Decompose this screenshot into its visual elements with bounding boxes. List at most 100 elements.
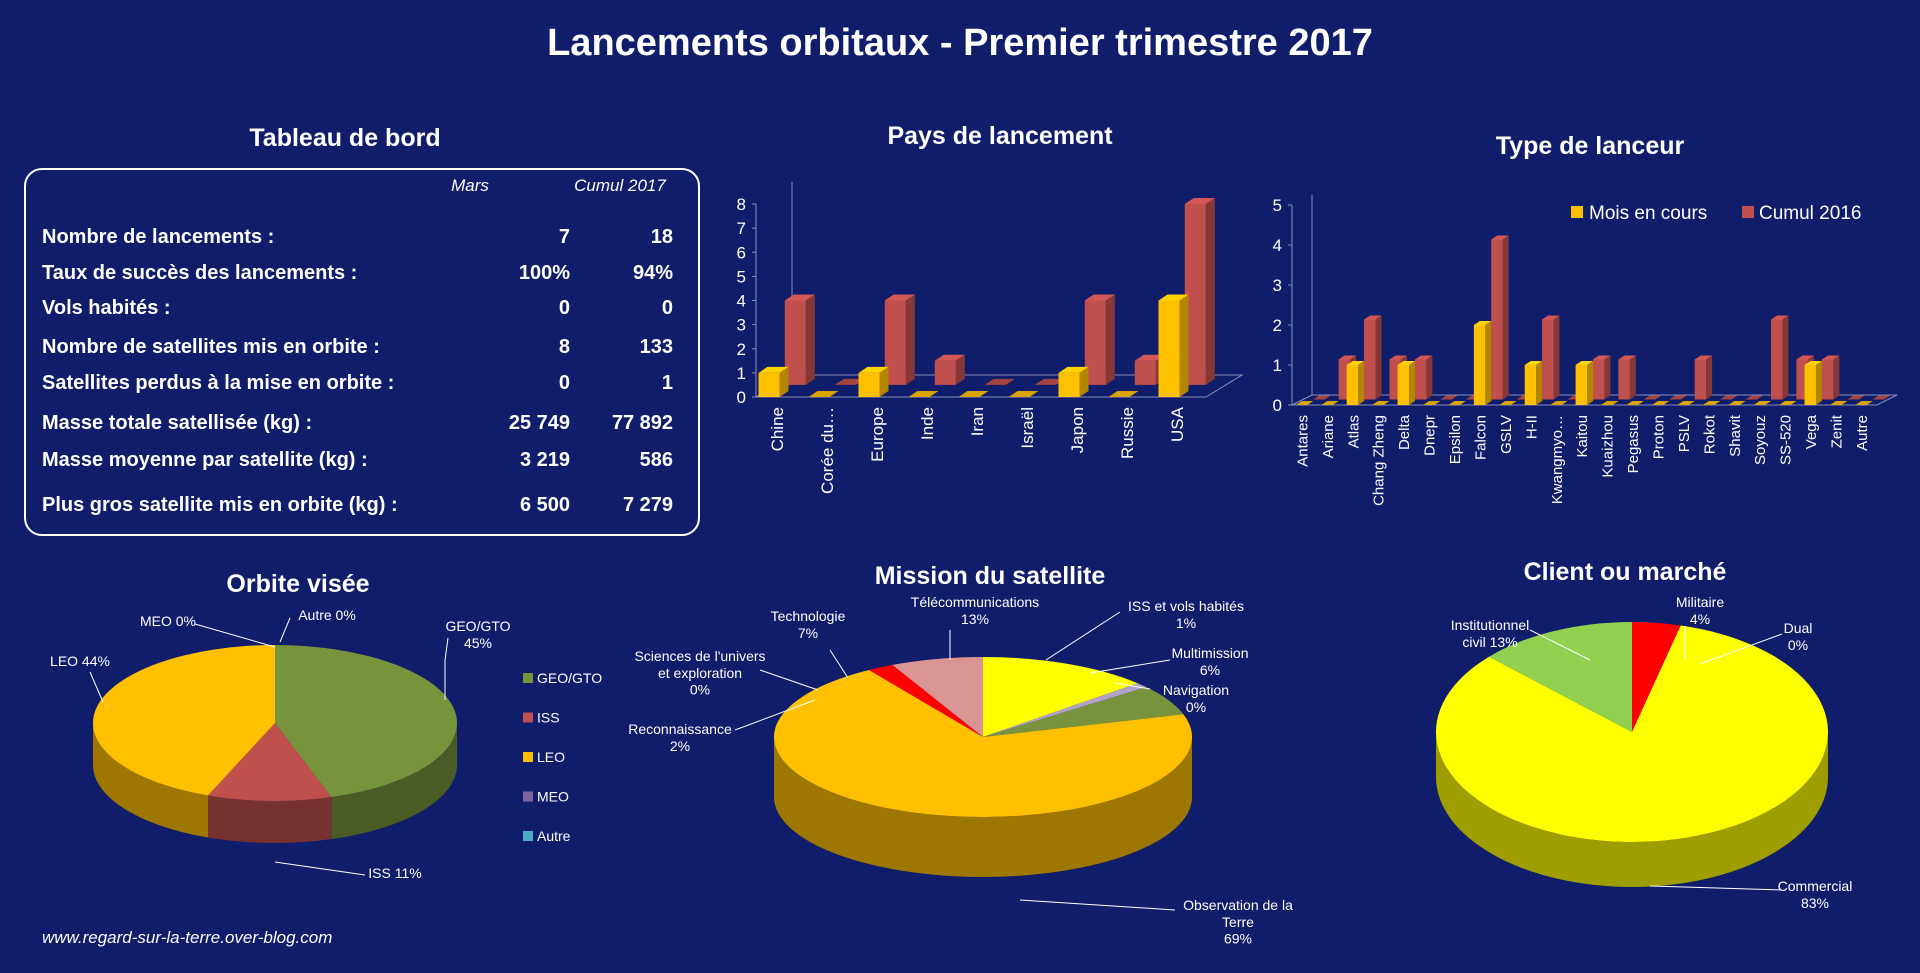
x-tick-label: GSLV — [1498, 415, 1515, 454]
y-tick-label: 2 — [1273, 316, 1282, 335]
y-tick-label: 1 — [737, 364, 746, 383]
bar-front — [1550, 401, 1568, 405]
x-tick-label: Kaitou — [1574, 415, 1591, 458]
leader-line — [1529, 629, 1591, 661]
row-value-cumul: 18 — [650, 226, 673, 248]
x-tick-label: Israël — [1018, 407, 1037, 449]
y-tick-label: 3 — [737, 316, 746, 335]
bar-front — [908, 391, 939, 397]
x-tick-label: USA — [1168, 406, 1187, 442]
dashboard-row: Masse totale satellisée (kg) : 25 749 77… — [42, 412, 673, 442]
row-label: Masse totale satellisée (kg) : — [42, 412, 313, 434]
y-tick-label: 5 — [1273, 196, 1282, 215]
bar-back — [1694, 355, 1713, 400]
bar-front — [1804, 361, 1822, 405]
pie-slice — [774, 669, 1192, 817]
x-tick-label: Japon — [1068, 407, 1087, 453]
bar-back — [1669, 395, 1687, 400]
row-label: Vols habités : — [42, 297, 171, 319]
bar-back — [1821, 355, 1840, 400]
dashboard-row: Masse moyenne par satellite (kg) : 3 219… — [42, 449, 673, 479]
row-value-cumul: 7 279 — [622, 494, 673, 516]
row-value-month: 25 749 — [508, 412, 570, 434]
leader-line — [89, 671, 104, 703]
slice-label: Technologie 7% — [771, 608, 846, 641]
bar-back — [784, 294, 815, 385]
x-tick-label: Proton — [1651, 415, 1668, 459]
leader-line — [1019, 899, 1176, 911]
bar-front — [1397, 361, 1415, 405]
legend-swatch-cumul — [1742, 206, 1754, 218]
y-tick-label: 4 — [1273, 236, 1282, 255]
y-tick-label: 0 — [1273, 396, 1282, 415]
legend-label: ISS — [537, 710, 560, 726]
bar-front — [858, 366, 889, 397]
dashboard-row: Taux de succès des lancements : 100% 94% — [42, 262, 673, 292]
x-tick-label: Vega — [1803, 414, 1820, 449]
row-value-cumul: 94% — [632, 262, 673, 284]
page-title: Lancements orbitaux - Premier trimestre … — [547, 22, 1373, 64]
legend-swatch-mois — [1571, 206, 1583, 218]
legend-label: LEO — [537, 749, 565, 765]
pie-side — [774, 737, 1192, 877]
row-label: Plus gros satellite mis en orbite (kg) : — [42, 494, 398, 516]
pie-slice — [983, 657, 1138, 737]
chart-title-lanceur: Type de lanceur — [1495, 132, 1685, 160]
bar-back — [1592, 355, 1611, 400]
bar-back — [1034, 378, 1065, 385]
leader-line — [1114, 682, 1151, 690]
pie-side — [208, 795, 332, 843]
pie-slice — [1436, 625, 1829, 842]
bar-back — [1414, 355, 1433, 400]
bar-front — [1524, 361, 1543, 405]
pie-side — [331, 723, 457, 840]
bar-front — [1651, 401, 1670, 405]
x-tick-label: H-II — [1523, 415, 1540, 439]
leader-line — [829, 649, 849, 679]
bar-back — [1184, 197, 1215, 385]
row-value-cumul: 0 — [661, 297, 673, 319]
legend-swatch — [523, 791, 533, 802]
x-tick-label: Autre — [1854, 415, 1871, 451]
x-tick-label: Europe — [868, 407, 887, 462]
bar-back — [1542, 315, 1560, 400]
slice-label: MEO 0% — [140, 613, 196, 629]
bar-back — [984, 378, 1015, 385]
bar-front — [1372, 401, 1390, 405]
leader-line — [1045, 611, 1121, 661]
x-tick-label: Delta — [1396, 414, 1413, 450]
bar-front — [1058, 366, 1089, 397]
row-label: Nombre de lancements : — [42, 226, 275, 248]
bar-back — [884, 294, 915, 385]
bar-back — [834, 378, 865, 385]
bar-front — [1346, 361, 1365, 405]
footer-url: www.regard-sur-la-terre.over-blog.com — [42, 928, 333, 947]
legend-label: Autre — [537, 828, 571, 844]
bar-back — [1847, 395, 1865, 400]
bar-back — [1313, 395, 1331, 400]
bar-back — [1771, 315, 1789, 400]
legend-swatch — [523, 673, 533, 683]
bar-front — [1295, 401, 1314, 405]
slice-label: Autre 0% — [298, 607, 356, 623]
dashboard-col-month: Mars — [451, 176, 489, 195]
y-tick-label: 8 — [737, 195, 746, 214]
pie-slice — [983, 687, 1184, 737]
dashboard-title: Tableau de bord — [249, 124, 441, 152]
x-tick-label: Ariane — [1320, 415, 1337, 458]
slice-label: Dual 0% — [1784, 620, 1813, 653]
bar-front — [1575, 361, 1594, 405]
x-tick-label: SS-520 — [1778, 415, 1795, 465]
legend-label: GEO/GTO — [537, 670, 602, 686]
bar-back — [1745, 395, 1764, 400]
bar-back — [1720, 395, 1738, 400]
slice-label: Observation de la Terre 69% — [1183, 897, 1293, 947]
x-tick-label: Zenit — [1829, 414, 1846, 448]
bar-front — [1601, 401, 1619, 405]
x-tick-label: Inde — [918, 407, 937, 440]
slice-label: Télécommunications 13% — [911, 594, 1039, 627]
slice-label: Reconnaissance 2% — [628, 721, 732, 754]
row-label: Nombre de satellites mis en orbite : — [42, 336, 380, 358]
y-tick-label: 5 — [737, 267, 746, 286]
row-label: Masse moyenne par satellite (kg) : — [42, 449, 368, 471]
